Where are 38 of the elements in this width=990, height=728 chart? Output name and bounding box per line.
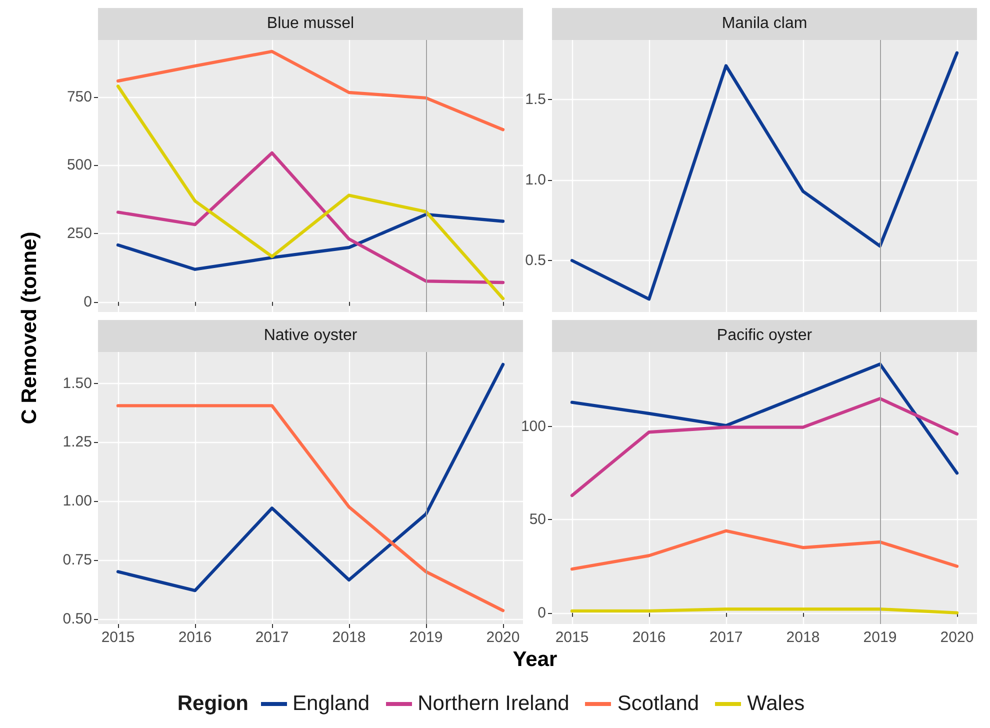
legend-label: Wales xyxy=(747,692,805,716)
legend-label: England xyxy=(292,692,370,716)
y-tick-label: 50 xyxy=(529,511,546,528)
chart-title: Manila clam xyxy=(552,8,977,40)
x-tick-label: 2020 xyxy=(940,629,974,646)
x-tick-label: 2018 xyxy=(786,629,820,646)
legend-label: Scotland xyxy=(617,692,700,716)
y-tick-label: 0.75 xyxy=(62,551,92,568)
x-tick-label: 2019 xyxy=(409,629,443,646)
y-tick-label: 0 xyxy=(84,293,92,310)
y-axis-title: C Removed (tonne) xyxy=(18,232,42,424)
x-tick-label: 2017 xyxy=(709,629,743,646)
x-tick-label: 2019 xyxy=(863,629,897,646)
legend-label: Northern Ireland xyxy=(418,692,570,716)
x-tick-label: 2018 xyxy=(332,629,366,646)
y-tick-label: 500 xyxy=(66,156,92,174)
x-tick-label: 2015 xyxy=(101,629,135,646)
x-tick-label: 2020 xyxy=(486,629,520,646)
y-tick-label: 1.25 xyxy=(62,434,92,451)
y-tick-label: 1.0 xyxy=(525,172,546,189)
chart-title: Blue mussel xyxy=(98,8,523,40)
y-tick-label: 0 xyxy=(538,604,546,622)
x-tick-label: 2016 xyxy=(632,629,666,646)
x-tick-label: 2016 xyxy=(178,629,212,646)
y-tick-label: 100 xyxy=(520,418,546,436)
chart-title: Native oyster xyxy=(98,320,523,352)
x-tick-label: 2017 xyxy=(255,629,289,646)
chart-title: Pacific oyster xyxy=(552,320,977,352)
x-tick-label: 2015 xyxy=(555,629,589,646)
x-axis-title: Year xyxy=(512,648,558,672)
legend-title: Region xyxy=(177,692,249,716)
y-tick-label: 0.5 xyxy=(525,252,546,269)
y-tick-label: 1.00 xyxy=(62,492,92,510)
y-tick-label: 250 xyxy=(66,225,92,242)
y-tick-label: 750 xyxy=(66,88,92,106)
y-tick-label: 1.50 xyxy=(62,374,92,392)
y-tick-label: 1.5 xyxy=(525,91,546,108)
y-tick-label: 0.50 xyxy=(62,610,92,628)
